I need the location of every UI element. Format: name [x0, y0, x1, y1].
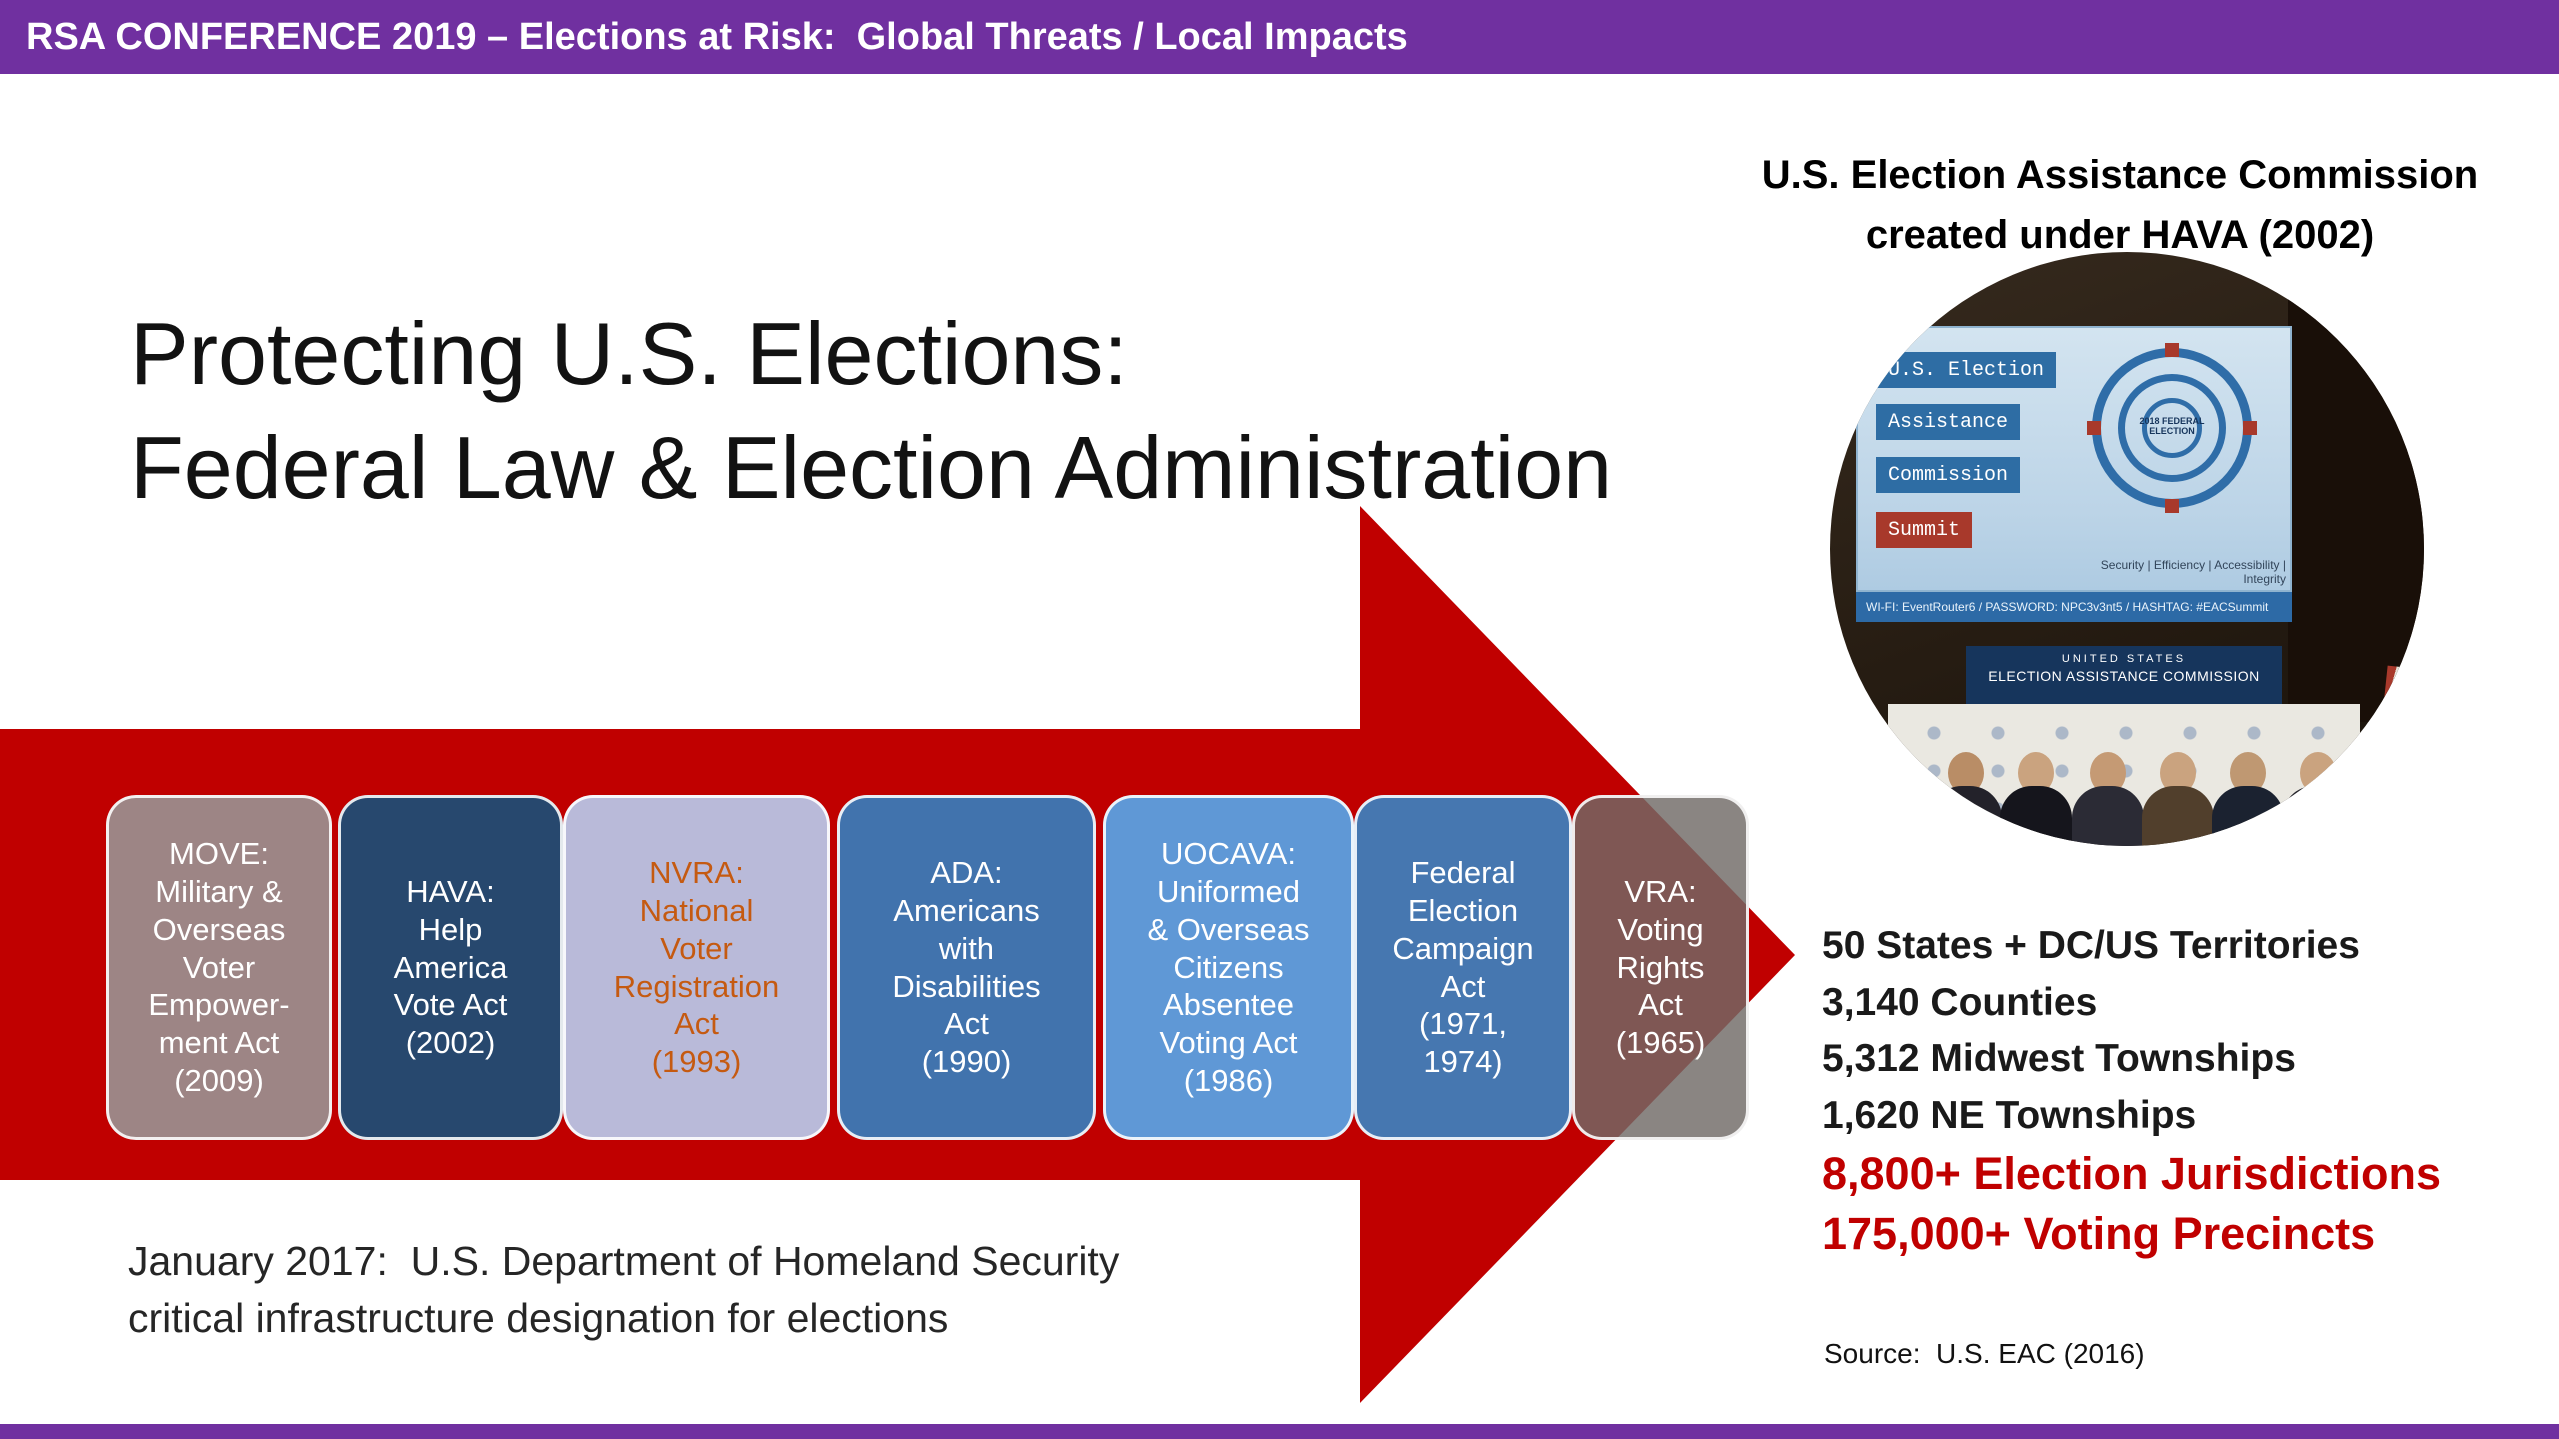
panelist-torso [2142, 786, 2214, 846]
footer-bar [0, 1424, 2559, 1439]
logo-square-left [2087, 421, 2101, 435]
wifi-info-strip: WI-FI: EventRouter6 / PASSWORD: NPC3v3nt… [1856, 592, 2292, 622]
banner-line-2: ELECTION ASSISTANCE COMMISSION [1988, 668, 2260, 685]
panelist-silhouette [2142, 752, 2214, 846]
panelist-torso [2348, 786, 2420, 846]
stat-jurisdictions: 8,800+ Election Jurisdictions [1822, 1148, 2441, 1200]
law-box-move-label: MOVE: Military & Overseas Voter Empower-… [148, 836, 290, 1099]
header-bar: RSA CONFERENCE 2019 – Elections at Risk:… [0, 0, 2559, 74]
eac-heading: U.S. Election Assistance Commission crea… [1761, 153, 2479, 258]
stat-ne-townships: 1,620 NE Townships [1822, 1093, 2197, 1137]
law-box-hava: HAVA: Help America Vote Act (2002) [338, 795, 563, 1140]
panelist-silhouette [2348, 752, 2420, 846]
law-box-uocava-label: UOCAVA: Uniformed & Overseas Citizens Ab… [1147, 836, 1310, 1099]
law-box-nvra-label: NVRA: National Voter Registration Act (1… [613, 855, 780, 1080]
screen-label-us-election: U.S. Election [1876, 352, 2057, 388]
eac-summit-photo: U.S. Election Assistance Commission Summ… [1830, 252, 2424, 846]
slide-title: Protecting U.S. Elections: Federal Law &… [130, 303, 1613, 518]
law-box-vra: VRA: Voting Rights Act (1965) [1572, 795, 1749, 1140]
conference-header: RSA CONFERENCE 2019 – Elections at Risk:… [26, 15, 1408, 58]
stat-states: 50 States + DC/US Territories [1822, 924, 2360, 967]
screen-label-assistance: Assistance [1876, 404, 2021, 440]
eac-banner: UNITED STATES ELECTION ASSISTANCE COMMIS… [1966, 646, 2282, 704]
logo-square-bottom [2165, 499, 2179, 513]
screen-label-commission: Commission [1876, 457, 2021, 493]
press-backdrop [1888, 704, 2360, 818]
source-citation: Source: U.S. EAC (2016) [1824, 1338, 2145, 1369]
law-box-vra-label: VRA: Voting Rights Act (1965) [1615, 873, 1706, 1061]
logo-ring-middle [2118, 374, 2226, 482]
dhs-designation-note: January 2017: U.S. Department of Homelan… [128, 1238, 1120, 1342]
stat-precincts: 175,000+ Voting Precincts [1822, 1207, 2376, 1259]
stat-counties: 3,140 Counties [1822, 980, 2098, 1024]
panelist-silhouette [1930, 752, 2002, 846]
law-box-feca-label: Federal Election Campaign Act (1971, 197… [1392, 855, 1534, 1080]
panelist-silhouette [2000, 752, 2072, 846]
jurisdiction-stats: 50 States + DC/US Territories 3,140 Coun… [1822, 918, 2441, 1263]
law-box-uocava: UOCAVA: Uniformed & Overseas Citizens Ab… [1103, 795, 1354, 1140]
eac-summit-logo-icon: 2018 FEDERAL ELECTION [2087, 343, 2257, 513]
panelist-torso [1930, 786, 2002, 846]
logo-ring-inner [2142, 398, 2202, 458]
logo-square-right [2243, 421, 2257, 435]
logo-square-top [2165, 343, 2179, 357]
law-box-feca: Federal Election Campaign Act (1971, 197… [1354, 795, 1572, 1140]
stage-curtain [2288, 252, 2424, 722]
panelist-torso [2212, 786, 2284, 846]
logo-caption: 2018 FEDERAL ELECTION [2139, 416, 2205, 437]
screen-tagline: Security | Efficiency | Accessibility | … [2100, 558, 2286, 586]
law-box-ada: ADA: Americans with Disabilities Act (19… [837, 795, 1096, 1140]
banner-line-1: UNITED STATES [2061, 653, 2187, 665]
law-box-move: MOVE: Military & Overseas Voter Empower-… [106, 795, 332, 1140]
screen-label-summit: Summit [1876, 512, 1973, 548]
law-box-nvra: NVRA: National Voter Registration Act (1… [563, 795, 830, 1140]
stat-midwest-townships: 5,312 Midwest Townships [1822, 1037, 2296, 1081]
law-box-ada-label: ADA: Americans with Disabilities Act (19… [892, 855, 1041, 1080]
panelist-silhouette [2072, 752, 2144, 846]
panelist-silhouette [2282, 752, 2354, 846]
panelist-torso [2282, 786, 2354, 846]
panelist-torso [2000, 786, 2072, 846]
panelist-silhouette [2212, 752, 2284, 846]
panelist-torso [2072, 786, 2144, 846]
law-box-hava-label: HAVA: Help America Vote Act (2002) [393, 873, 508, 1061]
